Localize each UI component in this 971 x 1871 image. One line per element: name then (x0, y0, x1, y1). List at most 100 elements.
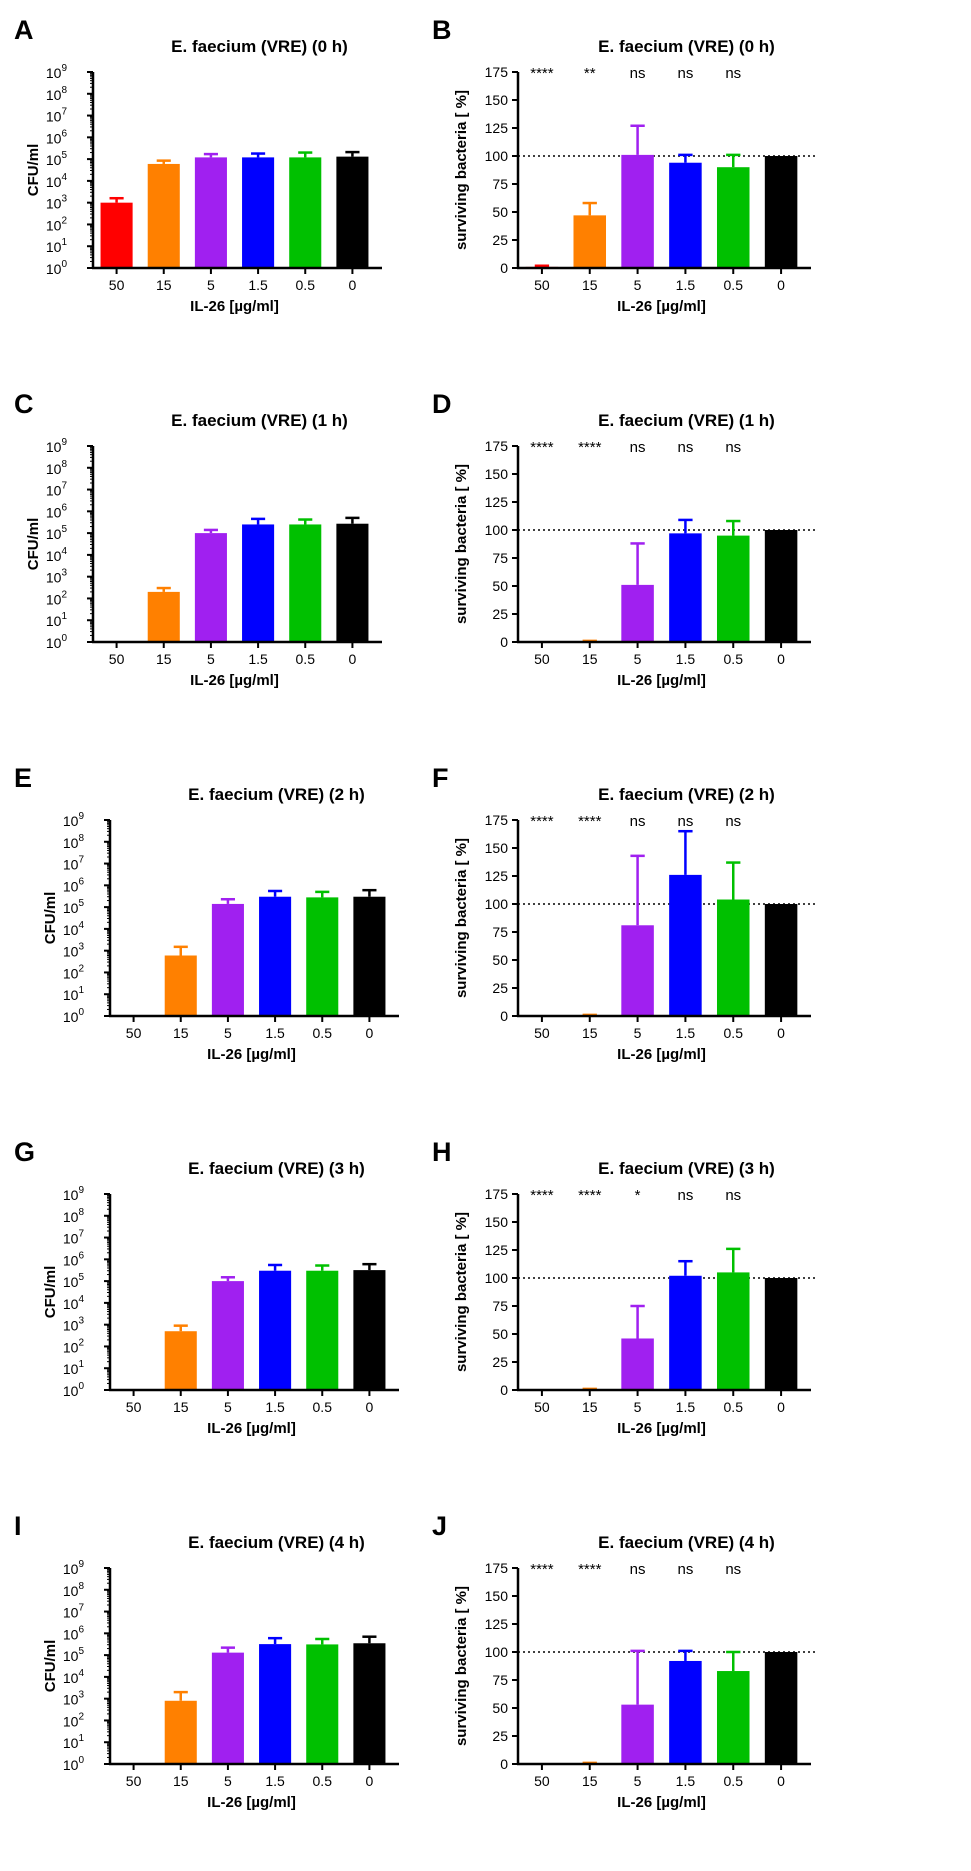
y-axis-label: CFU/ml (42, 892, 59, 945)
bar (211, 903, 244, 1016)
bar (147, 591, 180, 642)
y-tick-label: 150 (485, 840, 509, 856)
y-tick-label: 106 (63, 876, 85, 894)
y-tick-label: 104 (63, 1294, 85, 1312)
significance-label: ns (630, 439, 646, 456)
bar (621, 925, 654, 1016)
panel-title: E. faecium (VRE) (0 h) (598, 37, 775, 56)
bar (669, 1660, 702, 1764)
y-tick-label: 108 (63, 833, 85, 851)
panel-letter: C (14, 389, 34, 419)
y-tick-label: 107 (46, 107, 68, 125)
x-tick-label: 5 (634, 1025, 642, 1041)
y-tick-label: 100 (46, 633, 68, 651)
y-tick-label: 106 (46, 128, 68, 146)
bar (716, 1272, 750, 1390)
x-tick-label: 15 (582, 651, 598, 667)
panel-j: JE. faecium (VRE) (4 h)02550751001251501… (432, 1511, 815, 1811)
x-axis-label: IL-26 [µg/ml] (617, 1420, 706, 1437)
y-tick-label: 175 (485, 438, 509, 454)
significance-label: ns (725, 439, 741, 456)
y-axis-label: surviving bacteria [ %] (453, 838, 470, 998)
panel-letter: B (432, 15, 452, 45)
significance-label: **** (578, 813, 602, 830)
y-tick-label: 75 (492, 176, 508, 192)
panel-b: BE. faecium (VRE) (0 h)02550751001251501… (432, 15, 815, 315)
x-axis-label: IL-26 [µg/ml] (617, 672, 706, 689)
y-tick-label: 175 (485, 1560, 509, 1576)
bar (306, 1644, 339, 1764)
bar (164, 1700, 197, 1764)
x-tick-label: 50 (534, 651, 550, 667)
panel-title: E. faecium (VRE) (1 h) (598, 411, 775, 430)
bar (353, 1270, 386, 1390)
y-tick-label: 105 (46, 150, 68, 168)
y-tick-label: 125 (485, 868, 509, 884)
x-tick-label: 1.5 (676, 1399, 696, 1415)
y-tick-label: 50 (492, 204, 508, 220)
bar (669, 533, 702, 642)
y-tick-label: 109 (63, 811, 85, 829)
bar (716, 1671, 750, 1764)
significance-label: **** (578, 1561, 602, 1578)
x-tick-label: 50 (126, 1399, 142, 1415)
y-tick-label: 104 (46, 546, 68, 564)
y-tick-label: 102 (63, 1711, 85, 1729)
x-axis-label: IL-26 [µg/ml] (617, 1046, 706, 1063)
x-tick-label: 50 (534, 1399, 550, 1415)
panel-c: C E. faecium (VRE) (1 h) 100 101 102 103 104 10… (14, 389, 382, 689)
x-tick-label: 1.5 (265, 1773, 285, 1789)
x-tick-label: 0.5 (724, 1025, 744, 1041)
x-tick-label: 0.5 (313, 1025, 333, 1041)
significance-label: ns (630, 813, 646, 830)
y-tick-label: 125 (485, 120, 509, 136)
y-axis-label: surviving bacteria [ %] (453, 464, 470, 624)
x-axis-label: IL-26 [µg/ml] (617, 298, 706, 315)
panel-title: E. faecium (VRE) (3 h) (598, 1159, 775, 1178)
bar (336, 523, 369, 642)
bar (353, 1643, 386, 1764)
bar (147, 163, 180, 268)
y-tick-label: 108 (63, 1581, 85, 1599)
x-axis-label: IL-26 [µg/ml] (190, 672, 279, 689)
panel-letter: D (432, 389, 452, 419)
y-tick-label: 150 (485, 466, 509, 482)
x-tick-label: 15 (156, 277, 172, 293)
y-tick-label: 102 (46, 215, 68, 233)
x-tick-label: 15 (173, 1773, 189, 1789)
x-tick-label: 5 (224, 1773, 232, 1789)
y-tick-label: 107 (63, 1229, 85, 1247)
y-tick-label: 175 (485, 64, 509, 80)
significance-label: ns (725, 813, 741, 830)
y-tick-label: 100 (485, 1270, 509, 1286)
bar (289, 524, 322, 642)
x-tick-label: 0.5 (296, 651, 316, 667)
panel-letter: J (432, 1511, 447, 1541)
y-tick-label: 100 (485, 896, 509, 912)
y-tick-label: 109 (63, 1559, 85, 1577)
x-tick-label: 0 (349, 277, 357, 293)
y-tick-label: 175 (485, 1186, 509, 1202)
y-tick-label: 105 (63, 898, 85, 916)
y-tick-label: 108 (46, 85, 68, 103)
y-tick-label: 25 (492, 980, 508, 996)
y-tick-label: 0 (500, 1756, 508, 1772)
x-tick-label: 50 (534, 277, 550, 293)
panel-letter: E (14, 763, 32, 793)
x-tick-label: 15 (582, 1025, 598, 1041)
y-axis-label: CFU/ml (25, 518, 42, 571)
y-tick-label: 105 (63, 1646, 85, 1664)
y-tick-label: 150 (485, 1214, 509, 1230)
y-axis-label: surviving bacteria [ %] (453, 90, 470, 250)
panel-h: HE. faecium (VRE) (3 h)02550751001251501… (432, 1137, 815, 1437)
significance-label: **** (530, 439, 554, 456)
y-tick-label: 107 (63, 1603, 85, 1621)
bar (716, 535, 750, 642)
x-tick-label: 5 (634, 1773, 642, 1789)
significance-label: **** (578, 439, 602, 456)
significance-label: ns (677, 813, 693, 830)
bar (194, 157, 227, 268)
significance-label: ns (630, 1561, 646, 1578)
x-tick-label: 0 (777, 651, 785, 667)
significance-label: ** (584, 65, 596, 82)
